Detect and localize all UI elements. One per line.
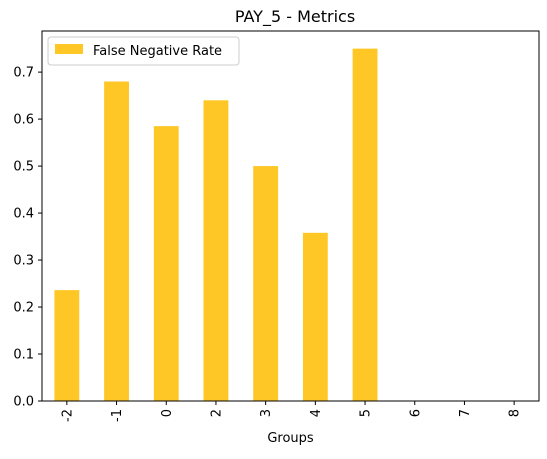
legend-label: False Negative Rate (93, 44, 222, 59)
bar-4 (302, 232, 328, 401)
bar-3 (253, 166, 279, 401)
x-tick-label: -1 (110, 409, 125, 422)
y-tick-label: 0.7 (13, 66, 34, 81)
x-tick-label: 2 (209, 409, 224, 417)
y-tick-label: 0.5 (13, 160, 34, 175)
legend-swatch (55, 44, 83, 54)
y-tick-label: 0.4 (13, 207, 34, 222)
x-axis-ticks: -2 -1 0 2 3 4 5 6 7 8 (60, 401, 523, 422)
y-tick-label: 0.0 (13, 395, 34, 410)
y-tick-label: 0.2 (13, 301, 34, 316)
x-tick-label: 6 (408, 409, 423, 417)
x-tick-label: 4 (309, 409, 324, 417)
y-axis-ticks: 0.0 0.1 0.2 0.3 0.4 0.5 0.6 0.7 (13, 66, 42, 410)
chart-title: PAY_5 - Metrics (235, 7, 355, 27)
x-tick-label: -2 (60, 409, 75, 422)
bar-5 (352, 48, 378, 402)
y-tick-label: 0.6 (13, 113, 34, 128)
bar-2 (203, 100, 229, 402)
legend-box (47, 36, 240, 66)
x-tick-label: 3 (259, 409, 274, 417)
y-tick-label: 0.3 (13, 254, 34, 269)
x-tick-label: 7 (458, 409, 473, 417)
bars-layer (54, 48, 378, 402)
plot-area-frame (41, 30, 540, 402)
bar--2 (54, 290, 80, 401)
x-axis-label: Groups (267, 431, 314, 446)
y-tick-label: 0.1 (13, 348, 34, 363)
x-tick-label: 5 (359, 409, 374, 417)
legend: False Negative Rate (47, 36, 240, 66)
bar--1 (104, 81, 129, 401)
x-tick-label: 8 (508, 409, 523, 417)
bar-0 (153, 126, 179, 401)
x-tick-label: 0 (160, 409, 175, 417)
